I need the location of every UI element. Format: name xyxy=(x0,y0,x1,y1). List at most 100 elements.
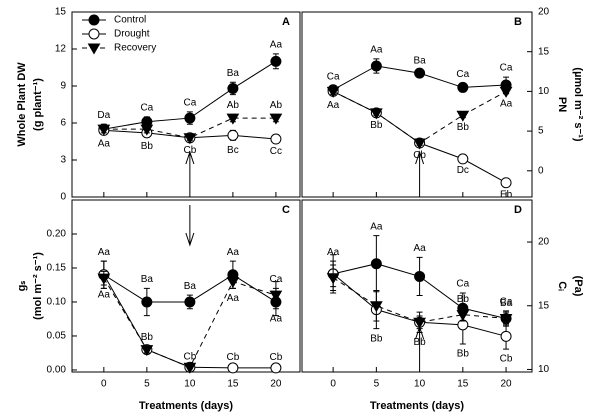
x-tick-label: 5 xyxy=(374,379,380,390)
marker xyxy=(227,82,239,94)
marker xyxy=(140,124,154,136)
marker xyxy=(97,273,111,285)
point-label: Aa xyxy=(270,40,283,51)
panel-letter: C xyxy=(282,204,290,216)
arrow xyxy=(415,150,425,192)
panel-letter: A xyxy=(282,16,290,28)
marker xyxy=(326,273,340,285)
arrow xyxy=(185,205,195,247)
marker xyxy=(140,345,154,357)
point-label: Ba xyxy=(184,281,197,292)
marker xyxy=(413,138,426,150)
y-axis-label: Whole Plant DW xyxy=(16,62,28,147)
point-label: Ca xyxy=(456,69,469,80)
marker xyxy=(457,153,469,165)
panel-letter: D xyxy=(514,204,522,216)
x-tick-label: 10 xyxy=(414,379,426,390)
point-label: Ba xyxy=(227,68,240,79)
marker xyxy=(226,113,240,125)
point-label: Aa xyxy=(413,243,426,254)
point-label: Aa xyxy=(98,247,111,258)
point-label: Cb xyxy=(413,150,426,161)
marker xyxy=(456,110,470,122)
point-label: Bb xyxy=(413,337,426,348)
point-label: Aa xyxy=(227,293,240,304)
marker xyxy=(97,124,111,136)
marker xyxy=(499,313,513,325)
marker xyxy=(457,81,469,93)
legend-label: Recovery xyxy=(114,43,156,54)
x-tick-label: 15 xyxy=(227,379,239,390)
point-label: Aa xyxy=(227,247,240,258)
point-label: Aa xyxy=(370,221,383,232)
x-tick-label: 10 xyxy=(184,379,196,390)
point-label: Bb xyxy=(141,141,154,152)
point-label: Aa xyxy=(327,247,340,258)
x-tick-label: 0 xyxy=(101,379,107,390)
y-tick-label: 0.10 xyxy=(47,297,67,308)
point-label: Bc xyxy=(227,145,239,156)
marker xyxy=(226,277,240,289)
point-label: Aa xyxy=(98,290,111,301)
y-axis-label: Cᵢ xyxy=(556,281,568,291)
series-line xyxy=(103,117,276,139)
y-tick-label: 0.15 xyxy=(47,263,67,274)
point-label: Ba xyxy=(500,298,513,309)
point-label: Cc xyxy=(270,146,282,157)
y-tick-label: 0.20 xyxy=(47,229,67,240)
marker xyxy=(413,317,426,329)
legend-label: Control xyxy=(114,15,146,26)
point-label: Da xyxy=(97,110,110,121)
y-tick-label: 20 xyxy=(538,7,550,18)
marker xyxy=(370,258,382,270)
marker xyxy=(227,129,239,141)
marker xyxy=(500,177,512,189)
y-tick-label: 0.05 xyxy=(47,331,67,342)
plot-frame xyxy=(301,199,533,373)
point-label: Cb xyxy=(183,352,196,363)
x-tick-label: 20 xyxy=(500,379,512,390)
marker xyxy=(183,362,197,374)
point-label: Aa xyxy=(500,98,513,109)
marker xyxy=(326,86,340,98)
marker xyxy=(414,270,426,282)
point-label: Dc xyxy=(457,165,469,176)
point-label: Ca xyxy=(456,279,469,290)
marker xyxy=(269,290,283,302)
marker xyxy=(414,67,426,79)
y-axis-label: (µmol m⁻² s⁻¹) xyxy=(572,67,584,142)
y-tick-label: 10 xyxy=(538,86,550,97)
marker xyxy=(184,112,196,124)
legend-marker xyxy=(88,14,100,26)
legend-marker xyxy=(87,43,101,55)
legend-marker xyxy=(88,28,100,40)
plot-frame xyxy=(71,11,301,198)
marker xyxy=(227,362,239,374)
x-tick-label: 20 xyxy=(270,379,282,390)
point-label: Aa xyxy=(270,313,283,324)
y-tick-label: 15 xyxy=(538,300,550,311)
y-tick-label: 10 xyxy=(538,364,550,375)
point-label: Ba xyxy=(413,56,426,67)
point-label: Aa xyxy=(327,100,340,111)
point-label: Ab xyxy=(270,100,283,111)
y-tick-label: 0 xyxy=(60,192,66,203)
marker xyxy=(269,113,283,125)
marker xyxy=(270,362,282,374)
marker xyxy=(369,301,383,313)
marker xyxy=(456,310,470,322)
plot-frame xyxy=(301,11,533,198)
y-tick-label: 0.00 xyxy=(47,365,67,376)
y-tick-label: 3 xyxy=(60,155,66,166)
y-axis-label: gₛ xyxy=(16,281,28,292)
point-label: Bb xyxy=(457,122,470,133)
marker xyxy=(369,108,383,120)
series-line xyxy=(332,90,507,144)
y-axis-label: PN xyxy=(556,97,568,112)
point-label: Ab xyxy=(227,100,240,111)
y-tick-label: 0 xyxy=(538,165,544,176)
point-label: Bb xyxy=(457,349,470,360)
point-label: Cb xyxy=(500,354,513,365)
marker xyxy=(500,330,512,342)
